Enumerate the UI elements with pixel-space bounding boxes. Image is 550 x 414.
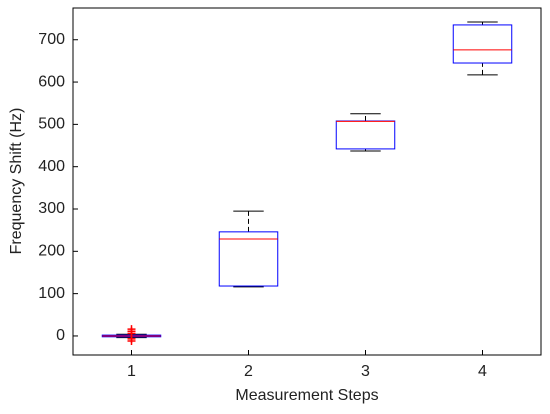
y-tick-label: 200 [38, 243, 65, 260]
box [335, 120, 396, 150]
y-tick-label: 100 [38, 285, 65, 302]
x-tick-label: 4 [478, 363, 487, 380]
x-tick-label: 3 [361, 363, 370, 380]
y-tick-label: 300 [38, 200, 65, 217]
y-tick-label: 500 [38, 116, 65, 133]
y-tick-label: 700 [38, 31, 65, 48]
plot-frame [72, 7, 542, 356]
y-axis-label: Frequency Shift (Hz) [8, 108, 25, 255]
x-tick-label: 2 [244, 363, 253, 380]
x-tick-label: 1 [127, 363, 136, 380]
outlier [127, 325, 136, 334]
box [218, 231, 279, 287]
y-tick-label: 600 [38, 73, 65, 90]
y-tick-label: 0 [56, 327, 65, 344]
box [452, 24, 513, 64]
y-tick-label: 400 [38, 158, 65, 175]
x-axis-label: Measurement Steps [235, 387, 378, 404]
